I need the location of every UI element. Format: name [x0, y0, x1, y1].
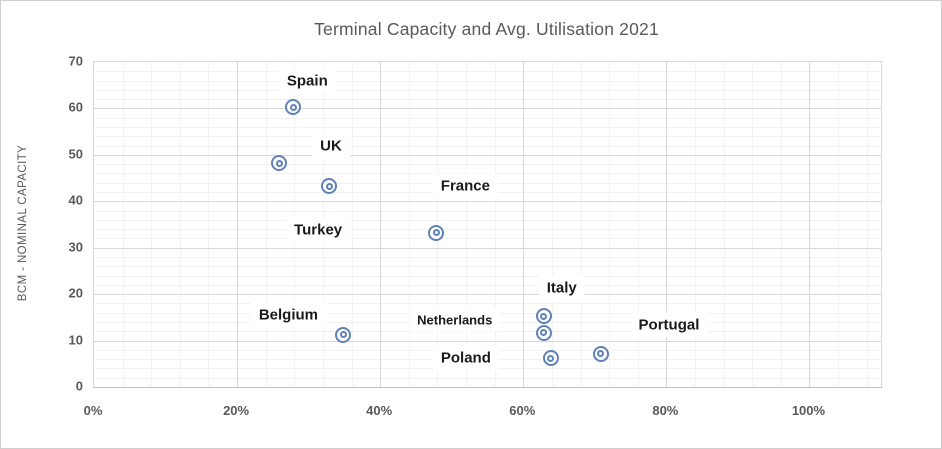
marker-inner-ring [540, 312, 548, 320]
y-tick-label: 50 [68, 146, 83, 162]
minor-gridline-vertical [179, 62, 181, 387]
data-point-label-portugal: Portugal [630, 312, 708, 337]
data-point-label-uk: UK [312, 133, 350, 159]
y-tick-label: 20 [68, 285, 83, 301]
data-point-marker-portugal [592, 345, 609, 362]
data-point-label-belgium: Belgium [250, 302, 326, 328]
minor-gridline-vertical [122, 62, 124, 387]
plot-area [93, 61, 882, 388]
minor-gridline-horizontal [94, 210, 881, 212]
minor-gridline-horizontal [94, 303, 881, 305]
minor-gridline-vertical [208, 62, 210, 387]
minor-gridline-horizontal [94, 219, 881, 221]
minor-gridline-vertical [866, 62, 868, 387]
major-gridline-vertical [380, 62, 382, 387]
data-point-marker-france [428, 224, 445, 241]
minor-gridline-vertical [551, 62, 553, 387]
marker-inner-ring [597, 350, 605, 357]
data-point-label-poland: Poland [432, 345, 499, 371]
data-point-label-turkey: Turkey [286, 217, 351, 243]
y-tick-label: 0 [75, 378, 83, 394]
data-point-label-netherlands: Netherlands [409, 308, 501, 332]
minor-gridline-vertical [466, 62, 468, 387]
y-tick-label: 10 [68, 332, 83, 348]
minor-gridline-horizontal [94, 127, 881, 128]
x-tick-label: 100% [791, 403, 826, 418]
major-gridline-horizontal [94, 340, 881, 342]
minor-gridline-vertical [265, 62, 267, 387]
data-point-marker-uk [271, 155, 288, 172]
marker-inner-ring [275, 159, 283, 167]
minor-gridline-horizontal [94, 377, 881, 379]
data-point-marker-spain [285, 99, 302, 116]
marker-inner-ring [325, 182, 333, 190]
minor-gridline-horizontal [94, 145, 881, 147]
major-gridline-vertical [666, 62, 668, 387]
minor-gridline-horizontal [94, 238, 881, 240]
data-point-marker-turkey [321, 178, 338, 195]
minor-gridline-vertical [580, 62, 582, 387]
minor-gridline-horizontal [94, 136, 881, 138]
minor-gridline-vertical [838, 62, 840, 387]
marker-inner-ring [540, 329, 548, 337]
y-tick-label: 40 [68, 192, 83, 208]
minor-gridline-vertical [609, 62, 611, 387]
marker-inner-ring [432, 229, 440, 237]
marker-inner-ring [289, 103, 297, 111]
minor-gridline-vertical [780, 62, 782, 387]
y-tick-label: 60 [68, 99, 83, 115]
x-tick-label: 20% [223, 403, 250, 418]
x-tick-label: 0% [83, 403, 103, 418]
minor-gridline-vertical [151, 62, 153, 387]
minor-gridline-horizontal [94, 284, 881, 286]
major-gridline-horizontal [94, 201, 881, 203]
y-tick-label: 30 [68, 239, 83, 255]
marker-inner-ring [547, 354, 555, 362]
minor-gridline-vertical [752, 62, 754, 387]
data-point-marker-netherlands [535, 324, 552, 341]
data-point-marker-belgium [335, 326, 352, 343]
x-tick-label: 40% [366, 403, 393, 418]
minor-gridline-vertical [723, 62, 725, 387]
data-point-marker-poland [542, 350, 559, 367]
minor-gridline-vertical [494, 62, 496, 387]
major-gridline-horizontal [94, 247, 881, 249]
y-tick-label: 70 [68, 53, 83, 69]
minor-gridline-vertical [408, 62, 410, 387]
major-gridline-horizontal [94, 108, 881, 110]
minor-gridline-horizontal [94, 117, 881, 119]
x-tick-label: 60% [509, 403, 536, 418]
minor-gridline-horizontal [94, 164, 881, 166]
minor-gridline-horizontal [94, 89, 881, 91]
minor-gridline-vertical [351, 62, 353, 387]
marker-inner-ring [339, 331, 347, 339]
minor-gridline-horizontal [94, 80, 881, 82]
minor-gridline-vertical [637, 62, 639, 387]
minor-gridline-horizontal [94, 266, 881, 268]
major-gridline-horizontal [94, 294, 881, 296]
minor-gridline-horizontal [94, 229, 881, 231]
major-gridline-horizontal [94, 154, 881, 156]
minor-gridline-horizontal [94, 99, 881, 101]
data-point-label-france: France [432, 173, 499, 199]
chart-title: Terminal Capacity and Avg. Utilisation 2… [314, 19, 659, 39]
minor-gridline-horizontal [94, 275, 881, 277]
minor-gridline-horizontal [94, 71, 881, 73]
data-point-marker-italy [535, 308, 552, 325]
minor-gridline-horizontal [94, 331, 881, 333]
major-gridline-vertical [237, 62, 239, 387]
x-tick-label: 80% [652, 403, 679, 418]
y-axis-title: BCM - NOMINAL CAPACITY [17, 144, 29, 302]
minor-gridline-vertical [694, 62, 696, 387]
major-gridline-vertical [809, 62, 811, 387]
minor-gridline-horizontal [94, 257, 881, 258]
major-gridline-vertical [523, 62, 525, 387]
minor-gridline-vertical [437, 62, 439, 387]
data-point-label-italy: Italy [538, 275, 585, 301]
data-point-label-spain: Spain [278, 68, 336, 94]
